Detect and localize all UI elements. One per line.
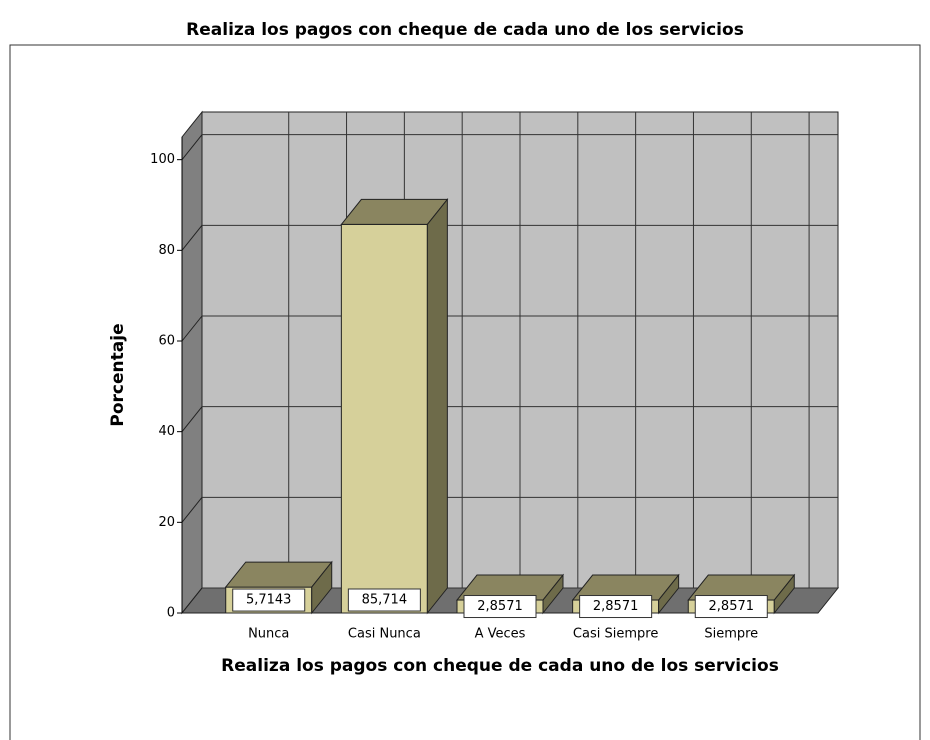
- bar-side: [426, 198, 448, 615]
- bar-side: [773, 573, 795, 615]
- left-wall: [181, 110, 203, 615]
- grid-line-side: [181, 134, 203, 160]
- y-tick-label: 60: [158, 334, 175, 349]
- x-tick-label: A Veces: [475, 627, 526, 642]
- bar-side: [658, 573, 680, 615]
- bar-side: [542, 573, 564, 615]
- y-tick-label: 100: [150, 152, 175, 167]
- x-tick-label: Siempre: [704, 627, 758, 642]
- grid-line-side: [181, 497, 203, 523]
- y-axis-label: Porcentaje: [108, 323, 128, 426]
- value-label-box: [579, 595, 653, 619]
- value-label-box: [463, 595, 537, 619]
- value-label-box: [694, 595, 768, 619]
- value-label: 2,8571: [709, 599, 755, 614]
- value-label: 5,7143: [246, 593, 292, 608]
- y-tick-label: 80: [158, 243, 175, 258]
- x-tick-label: Casi Nunca: [348, 627, 421, 642]
- value-label-box: [347, 588, 421, 612]
- x-axis-label: Realiza los pagos con cheque de cada uno…: [221, 656, 779, 676]
- x-tick-label: Casi Siempre: [573, 627, 658, 642]
- bar-side: [311, 560, 333, 615]
- grid-line-side: [181, 406, 203, 432]
- y-tick-label: 0: [167, 606, 175, 621]
- y-tick-label: 40: [158, 424, 175, 439]
- chart-frame: [9, 44, 921, 740]
- value-label-box: [232, 588, 306, 612]
- x-tick-label: Nunca: [248, 627, 289, 642]
- y-tick-label: 20: [158, 515, 175, 530]
- grid-line-side: [181, 587, 203, 614]
- grid-line-side: [181, 315, 203, 342]
- grid-line-side: [181, 225, 203, 251]
- chart-title: Realiza los pagos con cheque de cada uno…: [186, 20, 744, 40]
- bar: [340, 223, 428, 614]
- value-label: 85,714: [362, 593, 408, 608]
- value-label: 2,8571: [477, 599, 523, 614]
- value-label: 2,8571: [593, 599, 639, 614]
